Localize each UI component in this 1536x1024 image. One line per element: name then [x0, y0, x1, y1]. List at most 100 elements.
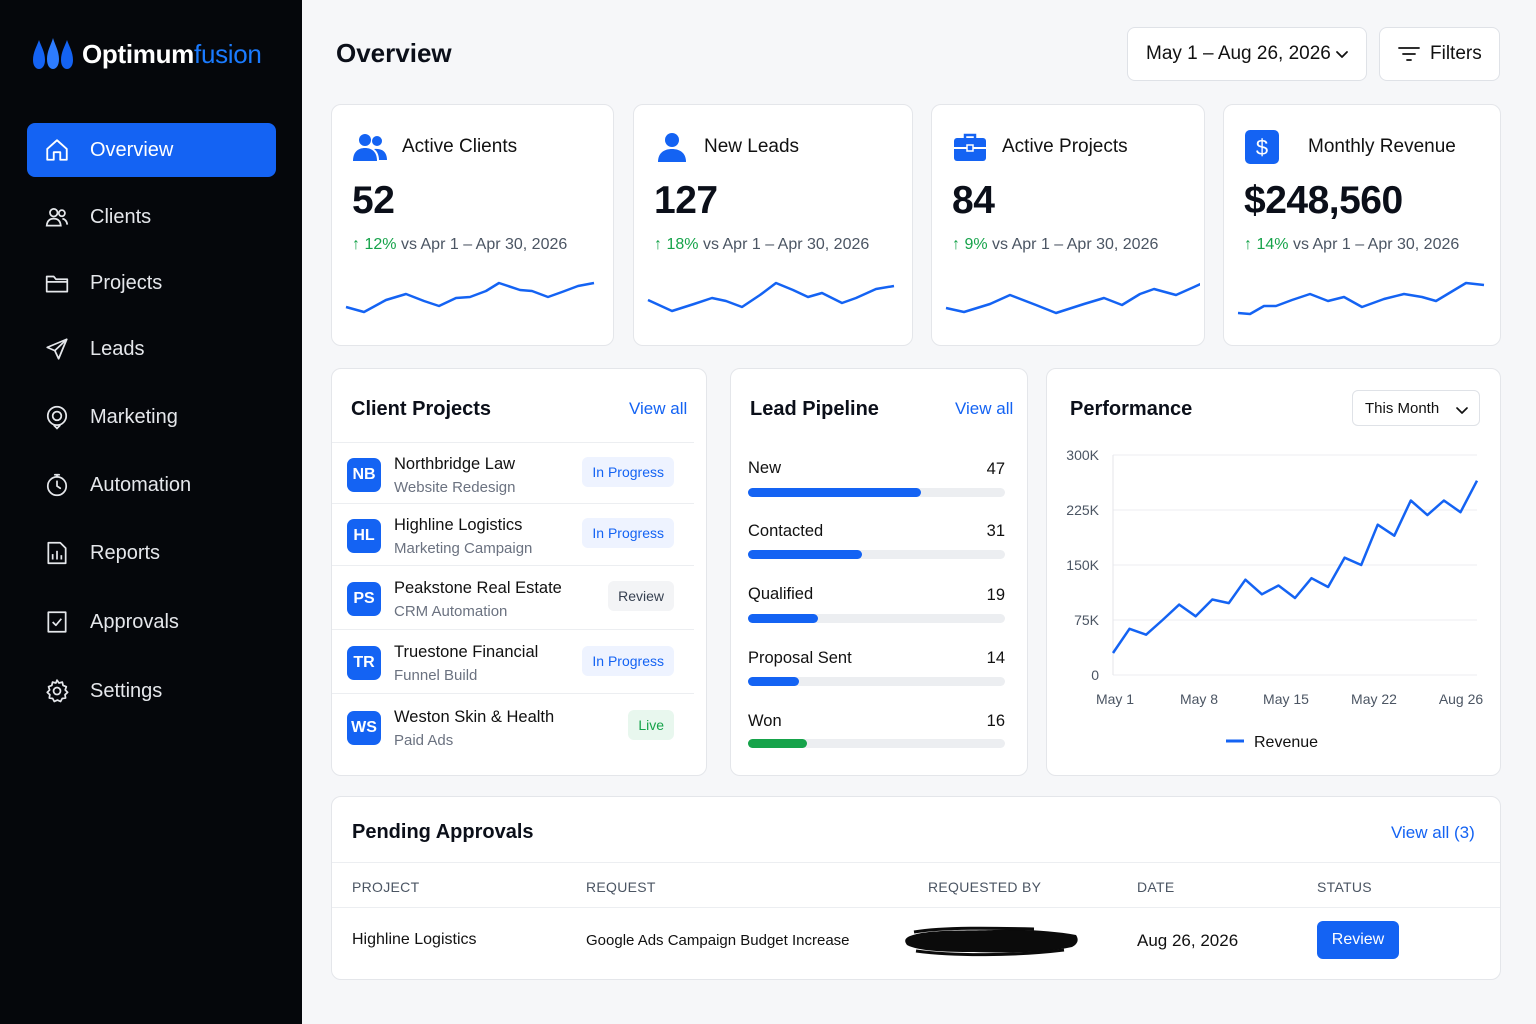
- status-badge: In Progress: [582, 457, 674, 487]
- sidebar-item-label: Leads: [90, 337, 145, 360]
- divider: [332, 862, 1500, 863]
- page-title: Overview: [336, 38, 452, 68]
- gear-icon: [43, 677, 71, 705]
- avatar: HL: [347, 519, 381, 553]
- report-icon: [43, 539, 71, 567]
- clock-icon: [43, 471, 71, 499]
- filters-label: Filters: [1430, 43, 1482, 64]
- sidebar-item-reports[interactable]: Reports: [27, 526, 276, 580]
- date-range-picker[interactable]: May 1 – Aug 26, 2026: [1127, 27, 1367, 81]
- kpi-label: New Leads: [704, 136, 800, 157]
- kpi-label: Monthly Revenue: [1308, 136, 1456, 157]
- project-client-name: Highline Logistics: [394, 516, 523, 534]
- kpi-card-new-leads: New Leads 127 ↑ 18% vs Apr 1 – Apr 30, 2…: [633, 104, 913, 346]
- pipeline-bar-track: [748, 614, 1005, 623]
- y-tick-label: 0: [1091, 667, 1099, 683]
- target-icon: [43, 403, 71, 431]
- pipeline-bar-fill: [748, 614, 818, 623]
- briefcase-icon: [952, 129, 988, 165]
- status-badge: In Progress: [582, 646, 674, 676]
- lead-pipeline-view-all-link[interactable]: View all: [955, 399, 1014, 418]
- kpi-delta: ↑ 14% vs Apr 1 – Apr 30, 2026: [1244, 236, 1459, 254]
- pipeline-stage-label: Won: [748, 712, 782, 730]
- sidebar-item-label: Marketing: [90, 405, 178, 428]
- sidebar-item-overview[interactable]: Overview: [27, 123, 276, 177]
- pipeline-bar-track: [748, 739, 1005, 748]
- chevron-down-icon: [1336, 51, 1348, 58]
- pipeline-stage-count: 14: [986, 649, 1005, 667]
- kpi-card-active-clients: Active Clients 52 ↑ 12% vs Apr 1 – Apr 3…: [331, 104, 614, 346]
- y-tick-label: 300K: [1066, 447, 1099, 463]
- pipeline-bar-fill: [748, 677, 800, 686]
- column-header-status: STATUS: [1317, 879, 1372, 895]
- sparkline: [945, 282, 1200, 315]
- sidebar-item-label: Overview: [90, 138, 174, 161]
- pipeline-stage-label: Proposal Sent: [748, 649, 852, 667]
- x-tick-label: Aug 26: [1439, 691, 1484, 707]
- project-row[interactable]: HL Highline Logistics Marketing Campaign…: [332, 503, 694, 565]
- column-header-request: REQUEST: [586, 879, 656, 895]
- sidebar-item-leads[interactable]: Leads: [27, 322, 276, 376]
- avatar: NB: [347, 458, 381, 492]
- sidebar-item-automation[interactable]: Automation: [27, 458, 276, 512]
- arrow-up-icon: ↑: [1244, 236, 1257, 253]
- kpi-delta: ↑ 12% vs Apr 1 – Apr 30, 2026: [352, 236, 567, 254]
- kpi-label: Active Projects: [1002, 136, 1128, 157]
- send-icon: [43, 335, 71, 363]
- approval-project: Highline Logistics: [352, 931, 477, 948]
- client-projects-card: Client Projects View all NB Northbridge …: [331, 368, 707, 776]
- svg-text:$: $: [1256, 135, 1268, 160]
- pipeline-bar-fill: [748, 550, 862, 559]
- kpi-delta-percent: 12%: [364, 236, 397, 253]
- x-tick-label: May 1: [1096, 691, 1134, 707]
- section-title: Client Projects: [351, 398, 492, 420]
- lead-pipeline-card: Lead Pipeline View all New 47 Contacted …: [730, 368, 1028, 776]
- home-icon: [43, 136, 71, 164]
- sidebar-item-clients[interactable]: Clients: [27, 190, 276, 244]
- sidebar-item-approvals[interactable]: Approvals: [27, 595, 276, 649]
- project-row[interactable]: PS Peakstone Real Estate CRM Automation …: [332, 565, 694, 629]
- logo-icon: [33, 38, 73, 69]
- pipeline-bar-track: [748, 488, 1005, 497]
- performance-line-chart: 0 75K 150K 225K 300K May 1 May 8 May 15 May 22 Au…: [1066, 447, 1484, 751]
- pipeline-stage-count: 16: [986, 712, 1005, 730]
- section-title: Performance: [1070, 398, 1193, 420]
- project-type: Website Redesign: [394, 479, 516, 496]
- pipeline-stage-label: Qualified: [748, 585, 814, 603]
- sidebar: Optimumfusion Overview Clients Projects …: [0, 0, 302, 1024]
- x-tick-label: May 8: [1180, 691, 1218, 707]
- sidebar-item-marketing[interactable]: Marketing: [27, 390, 276, 444]
- project-row[interactable]: NB Northbridge Law Website Redesign In P…: [332, 442, 694, 504]
- date-range-label: May 1 – Aug 26, 2026: [1146, 43, 1331, 64]
- project-row[interactable]: TR Truestone Financial Funnel Build In P…: [332, 629, 694, 693]
- review-button[interactable]: Review: [1317, 921, 1399, 959]
- sidebar-item-projects[interactable]: Projects: [27, 256, 276, 310]
- pipeline-stage-label: Contacted: [748, 522, 824, 540]
- client-projects-view-all-link[interactable]: View all: [629, 399, 688, 418]
- filters-button[interactable]: Filters: [1379, 27, 1500, 81]
- sidebar-item-settings[interactable]: Settings: [27, 664, 276, 718]
- check-file-icon: [43, 608, 71, 636]
- arrow-up-icon: ↑: [352, 236, 365, 253]
- approvals-view-all-link[interactable]: View all (3): [1391, 823, 1475, 842]
- section-title: Pending Approvals: [352, 821, 534, 843]
- project-type: Funnel Build: [394, 667, 478, 684]
- pending-approvals-card: Pending Approvals View all (3) PROJECT R…: [331, 796, 1501, 980]
- section-title: Lead Pipeline: [750, 398, 879, 420]
- period-select[interactable]: This Month: [1352, 390, 1480, 426]
- folder-icon: [43, 269, 71, 297]
- chevron-down-icon: [1456, 407, 1468, 414]
- sidebar-item-label: Automation: [90, 473, 192, 496]
- project-type: CRM Automation: [394, 603, 508, 620]
- sparkline: [647, 281, 895, 313]
- project-row[interactable]: WS Weston Skin & Health Paid Ads Live: [332, 693, 694, 759]
- kpi-value: $248,560: [1244, 179, 1403, 222]
- users-icon: [43, 203, 71, 231]
- column-header-project: PROJECT: [352, 879, 420, 895]
- brand-name: Optimum: [82, 38, 195, 69]
- brand-logo[interactable]: Optimumfusion: [32, 36, 262, 72]
- approval-request: Google Ads Campaign Budget Increase: [586, 932, 850, 949]
- kpi-card-active-projects: Active Projects 84 ↑ 9% vs Apr 1 – Apr 3…: [931, 104, 1205, 346]
- column-header-requested-by: REQUESTED BY: [928, 879, 1042, 895]
- pipeline-stage-count: 31: [986, 522, 1005, 540]
